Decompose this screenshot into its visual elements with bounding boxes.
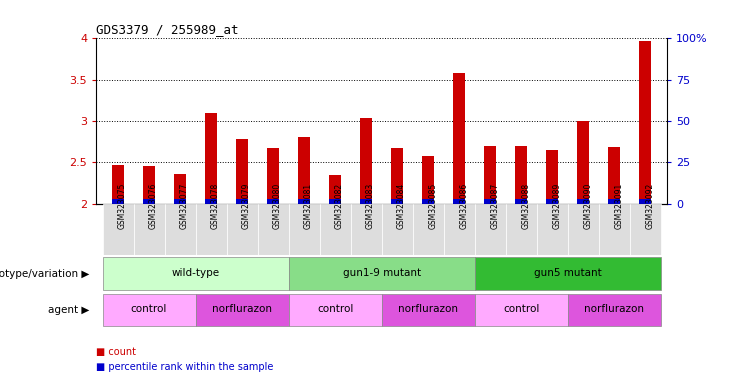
FancyBboxPatch shape (568, 294, 661, 326)
FancyBboxPatch shape (258, 204, 288, 255)
FancyBboxPatch shape (568, 204, 599, 255)
FancyBboxPatch shape (288, 204, 319, 255)
Bar (298, 137, 310, 199)
FancyBboxPatch shape (536, 204, 568, 255)
FancyBboxPatch shape (475, 204, 505, 255)
FancyBboxPatch shape (505, 204, 536, 255)
Bar (453, 199, 465, 204)
Text: GSM323078: GSM323078 (211, 183, 220, 229)
FancyBboxPatch shape (102, 294, 196, 326)
FancyBboxPatch shape (288, 257, 475, 290)
FancyBboxPatch shape (413, 204, 444, 255)
Bar (422, 199, 434, 204)
FancyBboxPatch shape (196, 294, 288, 326)
FancyBboxPatch shape (102, 257, 288, 290)
Text: GSM323087: GSM323087 (490, 183, 499, 229)
Text: wild-type: wild-type (171, 268, 219, 278)
Text: GSM323076: GSM323076 (149, 183, 158, 229)
Text: norflurazon: norflurazon (584, 305, 644, 314)
Bar (515, 199, 528, 204)
Bar (112, 199, 124, 204)
FancyBboxPatch shape (319, 204, 350, 255)
Bar (174, 199, 186, 204)
Bar (143, 199, 156, 204)
FancyBboxPatch shape (288, 294, 382, 326)
Text: GSM323077: GSM323077 (180, 183, 189, 229)
Text: agent ▶: agent ▶ (47, 305, 89, 315)
Text: control: control (131, 305, 167, 314)
Text: gun5 mutant: gun5 mutant (534, 268, 602, 278)
Text: GSM323075: GSM323075 (118, 183, 127, 229)
Text: GSM323079: GSM323079 (242, 183, 251, 229)
Bar (515, 146, 528, 199)
Text: genotype/variation ▶: genotype/variation ▶ (0, 268, 89, 279)
Text: GSM323082: GSM323082 (335, 183, 344, 229)
FancyBboxPatch shape (196, 204, 227, 255)
Text: ■ percentile rank within the sample: ■ percentile rank within the sample (96, 362, 273, 372)
Bar (205, 199, 217, 204)
FancyBboxPatch shape (475, 294, 568, 326)
Bar (267, 199, 279, 204)
Text: GSM323090: GSM323090 (583, 183, 592, 229)
Bar (577, 199, 589, 204)
Text: gun1-9 mutant: gun1-9 mutant (342, 268, 421, 278)
Text: GDS3379 / 255989_at: GDS3379 / 255989_at (96, 23, 239, 36)
Bar (639, 199, 651, 204)
Text: GSM323081: GSM323081 (304, 183, 313, 229)
Text: ■ count: ■ count (96, 347, 136, 357)
FancyBboxPatch shape (382, 204, 413, 255)
Bar (608, 147, 620, 199)
FancyBboxPatch shape (227, 204, 258, 255)
Bar (546, 150, 559, 199)
Text: control: control (503, 305, 539, 314)
Text: GSM323085: GSM323085 (428, 183, 437, 229)
Text: GSM323084: GSM323084 (397, 183, 406, 229)
Bar (484, 199, 496, 204)
Bar (174, 174, 186, 199)
Text: GSM323083: GSM323083 (366, 183, 375, 229)
Bar (639, 41, 651, 199)
FancyBboxPatch shape (630, 204, 661, 255)
Bar (236, 139, 248, 199)
Text: control: control (317, 305, 353, 314)
Bar (391, 148, 403, 199)
Bar (267, 148, 279, 199)
Bar (112, 165, 124, 199)
Bar (143, 166, 156, 199)
Bar (298, 199, 310, 204)
Bar (329, 175, 342, 199)
Bar (577, 121, 589, 199)
Text: GSM323091: GSM323091 (614, 183, 623, 229)
Text: GSM323080: GSM323080 (273, 183, 282, 229)
Text: norflurazon: norflurazon (212, 305, 272, 314)
Bar (484, 146, 496, 199)
FancyBboxPatch shape (475, 257, 661, 290)
Bar (205, 113, 217, 199)
Bar (360, 119, 372, 199)
FancyBboxPatch shape (599, 204, 630, 255)
Text: GSM323086: GSM323086 (459, 183, 468, 229)
Bar (329, 199, 342, 204)
FancyBboxPatch shape (444, 204, 475, 255)
Bar (453, 73, 465, 199)
FancyBboxPatch shape (350, 204, 382, 255)
Bar (546, 199, 559, 204)
Text: GSM323092: GSM323092 (645, 183, 654, 229)
FancyBboxPatch shape (165, 204, 196, 255)
FancyBboxPatch shape (133, 204, 165, 255)
Text: GSM323088: GSM323088 (521, 183, 530, 229)
FancyBboxPatch shape (382, 294, 475, 326)
Bar (236, 199, 248, 204)
Bar (608, 199, 620, 204)
FancyBboxPatch shape (102, 204, 133, 255)
Text: GSM323089: GSM323089 (552, 183, 561, 229)
Bar (391, 199, 403, 204)
Bar (422, 156, 434, 199)
Text: norflurazon: norflurazon (398, 305, 458, 314)
Bar (360, 199, 372, 204)
